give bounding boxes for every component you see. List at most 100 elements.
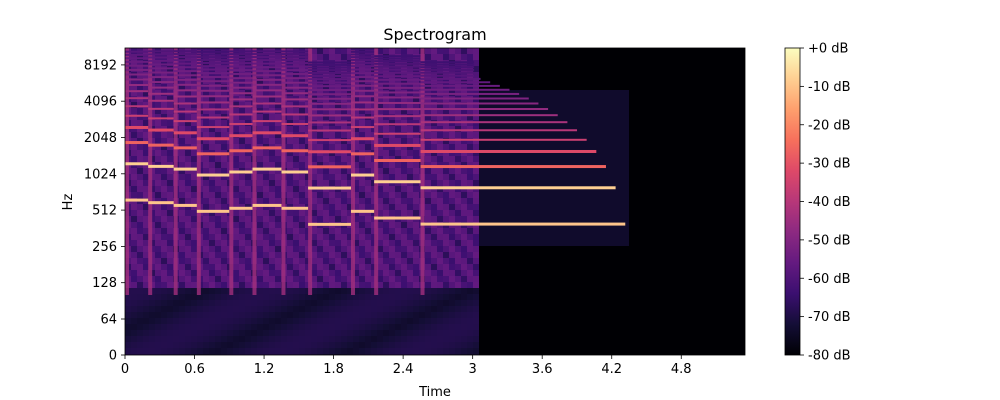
noise-cell xyxy=(161,60,167,66)
noise-cell xyxy=(299,126,305,132)
noise-cell xyxy=(311,228,317,234)
noise-cell xyxy=(317,126,323,132)
noise-cell xyxy=(281,294,287,300)
noise-cell xyxy=(149,318,155,324)
noise-cell xyxy=(365,168,371,174)
harmonic-band xyxy=(281,77,309,80)
noise-cell xyxy=(293,72,299,78)
noise-cell xyxy=(359,222,365,228)
noise-cell xyxy=(179,198,185,204)
noise-cell xyxy=(359,246,365,252)
noise-cell xyxy=(161,72,167,78)
noise-cell xyxy=(317,204,323,210)
noise-cell xyxy=(215,324,221,330)
noise-cell xyxy=(539,138,545,144)
noise-cell xyxy=(623,138,629,144)
noise-cell xyxy=(239,252,245,258)
noise-cell xyxy=(413,258,419,264)
noise-cell xyxy=(287,330,293,336)
noise-cell xyxy=(497,150,503,156)
noise-cell xyxy=(161,282,167,288)
noise-cell xyxy=(485,132,491,138)
noise-cell xyxy=(575,204,581,210)
noise-cell xyxy=(179,300,185,306)
noise-cell xyxy=(257,114,263,120)
noise-cell xyxy=(287,324,293,330)
noise-cell xyxy=(407,240,413,246)
noise-cell xyxy=(461,234,467,240)
noise-cell xyxy=(155,114,161,120)
harmonic-band xyxy=(125,73,149,76)
noise-cell xyxy=(293,282,299,288)
noise-cell xyxy=(203,156,209,162)
noise-cell xyxy=(617,174,623,180)
noise-cell xyxy=(239,324,245,330)
noise-cell xyxy=(509,168,515,174)
noise-cell xyxy=(329,144,335,150)
noise-cell xyxy=(347,216,353,222)
noise-cell xyxy=(497,108,503,114)
harmonic-band xyxy=(420,71,475,74)
noise-cell xyxy=(299,276,305,282)
noise-cell xyxy=(305,126,311,132)
noise-cell xyxy=(407,120,413,126)
noise-cell xyxy=(341,336,347,342)
noise-cell xyxy=(533,126,539,132)
noise-cell xyxy=(599,234,605,240)
noise-cell xyxy=(569,96,575,102)
noise-cell xyxy=(263,150,269,156)
harmonic-band xyxy=(252,78,282,81)
noise-cell xyxy=(167,300,173,306)
noise-cell xyxy=(413,252,419,258)
noise-cell xyxy=(569,216,575,222)
noise-cell xyxy=(389,318,395,324)
noise-cell xyxy=(401,144,407,150)
noise-cell xyxy=(503,114,509,120)
noise-cell xyxy=(569,240,575,246)
noise-cell xyxy=(203,108,209,114)
noise-cell xyxy=(275,252,281,258)
noise-cell xyxy=(575,150,581,156)
noise-cell xyxy=(467,234,473,240)
noise-cell xyxy=(599,132,605,138)
noise-cell xyxy=(299,324,305,330)
noise-cell xyxy=(605,234,611,240)
noise-cell xyxy=(425,180,431,186)
noise-cell xyxy=(383,294,389,300)
noise-cell xyxy=(347,270,353,276)
noise-cell xyxy=(521,180,527,186)
noise-cell xyxy=(365,90,371,96)
noise-cell xyxy=(251,336,257,342)
noise-cell xyxy=(275,228,281,234)
noise-cell xyxy=(257,126,263,132)
noise-cell xyxy=(431,270,437,276)
harmonic-band xyxy=(374,82,421,85)
noise-cell xyxy=(401,162,407,168)
noise-cell xyxy=(395,258,401,264)
noise-cell xyxy=(623,150,629,156)
noise-cell xyxy=(341,228,347,234)
noise-cell xyxy=(503,216,509,222)
noise-cell xyxy=(185,234,191,240)
noise-cell xyxy=(425,204,431,210)
noise-cell xyxy=(413,72,419,78)
noise-cell xyxy=(581,96,587,102)
noise-cell xyxy=(155,198,161,204)
noise-cell xyxy=(575,132,581,138)
noise-cell xyxy=(383,72,389,78)
noise-cell xyxy=(425,288,431,294)
noise-cell xyxy=(203,192,209,198)
noise-cell xyxy=(317,216,323,222)
noise-cell xyxy=(449,126,455,132)
noise-cell xyxy=(377,294,383,300)
noise-cell xyxy=(221,174,227,180)
noise-cell xyxy=(461,276,467,282)
noise-cell xyxy=(395,120,401,126)
noise-cell xyxy=(341,198,347,204)
noise-cell xyxy=(521,108,527,114)
noise-cell xyxy=(443,168,449,174)
noise-cell xyxy=(395,144,401,150)
noise-cell xyxy=(341,210,347,216)
noise-cell xyxy=(155,294,161,300)
noise-cell xyxy=(407,210,413,216)
